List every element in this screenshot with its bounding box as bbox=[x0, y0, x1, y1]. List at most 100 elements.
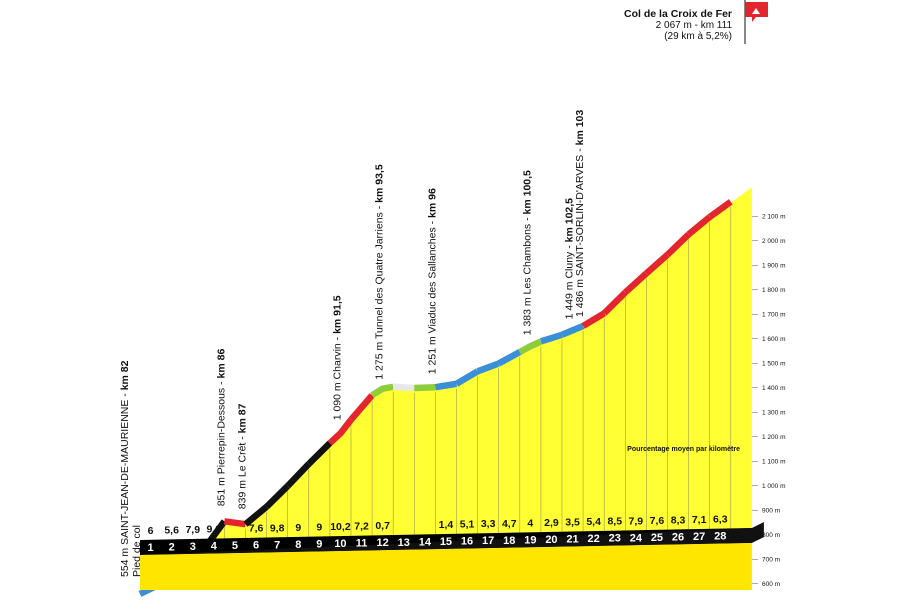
km-marker: 2 bbox=[169, 541, 175, 553]
location-km: km 87 bbox=[237, 403, 249, 433]
location-km: km 103 bbox=[574, 110, 586, 146]
km-marker: 5 bbox=[232, 540, 238, 552]
gradient-label: 2,9 bbox=[544, 517, 559, 529]
gradient-label: 9 bbox=[295, 522, 301, 534]
gradient-label: 9,8 bbox=[207, 524, 222, 536]
y-tick-label: 1 700 m bbox=[762, 311, 786, 318]
gradient-label: 3,3 bbox=[481, 518, 496, 530]
km-marker: 17 bbox=[482, 535, 494, 547]
location-label: 1 449 m Cluny - km 102,5 bbox=[564, 198, 576, 320]
gradient-segment bbox=[476, 360, 500, 375]
km-marker: 22 bbox=[588, 533, 600, 545]
km-marker: 10 bbox=[334, 538, 346, 550]
gradient-segment bbox=[243, 504, 269, 527]
location-altitude-name: 1 383 m Les Chambons - bbox=[521, 214, 533, 335]
km-marker: 13 bbox=[398, 537, 410, 549]
gradient-segment bbox=[686, 214, 712, 237]
gradient-segment bbox=[623, 270, 649, 295]
gradient-segment bbox=[434, 380, 458, 391]
location-altitude-name: 1 449 m Cluny - bbox=[564, 242, 576, 319]
gradient-label: 7,2 bbox=[354, 521, 369, 533]
location-km: km 91,5 bbox=[332, 295, 344, 334]
gradient-label: 8,5 bbox=[607, 516, 622, 528]
gradient-label: 0,7 bbox=[375, 520, 390, 532]
gradient-segment bbox=[560, 322, 585, 338]
mountain-icon bbox=[752, 8, 760, 14]
location-label: 1 486 m SAINT-SORLIN-D'ARVES - km 103 bbox=[574, 110, 586, 317]
y-tick-label: 1 200 m bbox=[762, 434, 786, 441]
location-altitude-name: 1 486 m SAINT-SORLIN-D'ARVES - bbox=[574, 145, 586, 317]
km-marker: 15 bbox=[440, 536, 452, 548]
location-altitude-name: 839 m Le Crêt - bbox=[237, 433, 249, 509]
profile-area bbox=[140, 187, 752, 596]
location-altitude-name: 1 090 m Charvin - bbox=[332, 334, 344, 420]
y-tick-label: 1 100 m bbox=[762, 458, 786, 465]
y-tick-label: 2 000 m bbox=[762, 238, 786, 245]
gradient-segment bbox=[665, 232, 691, 258]
gradient-label: 5,6 bbox=[164, 524, 179, 536]
gradient-label: 10,2 bbox=[330, 521, 351, 533]
gradient-segment bbox=[539, 331, 563, 345]
gradient-segment bbox=[414, 383, 436, 392]
km-marker: 9 bbox=[316, 538, 322, 550]
gradient-label: 9 bbox=[316, 521, 322, 533]
gradient-labels: 6 5,6 7,9 9,8 7,6 9,8 9 9 10,2 7,2 0,7 1,4 5,1 3,3 4,7… bbox=[148, 514, 728, 537]
km-marker: 7 bbox=[274, 539, 280, 551]
km-marker: 12 bbox=[377, 537, 389, 549]
location-altitude-name: 1 275 m Tunnel des Quatre Jarriens - bbox=[374, 203, 386, 380]
gradient-segment bbox=[370, 383, 394, 399]
km-marker: 23 bbox=[609, 533, 621, 545]
gradient-label: 5,1 bbox=[460, 519, 475, 531]
km-marker: 6 bbox=[253, 540, 259, 552]
location-label: 851 m Pierrepin-Dessous - km 86 bbox=[215, 349, 227, 507]
summit-name: Col de la Croix de Fer bbox=[624, 8, 732, 20]
location-altitude-name: 851 m Pierrepin-Dessous - bbox=[215, 378, 227, 506]
km-marker: 21 bbox=[566, 534, 578, 546]
y-tick-label: 1 000 m bbox=[762, 483, 786, 490]
average-note: Pourcentage moyen par kilomètre bbox=[627, 446, 740, 453]
gradient-segment bbox=[581, 310, 606, 329]
location-labels: 554 m SAINT-JEAN-DE-MAURIENNE - km 82Pie… bbox=[119, 110, 586, 577]
gradient-segment bbox=[497, 349, 522, 367]
location-sublabel: Pied de col bbox=[131, 525, 143, 577]
gradient-segment bbox=[306, 440, 333, 467]
location-km: km 102,5 bbox=[564, 198, 576, 243]
km-marker: 26 bbox=[672, 531, 684, 543]
km-marker: 19 bbox=[524, 534, 536, 546]
location-label: 1 090 m Charvin - km 91,5 bbox=[332, 295, 344, 420]
km-gridlines bbox=[160, 206, 732, 589]
gradient-label: 1,4 bbox=[439, 519, 454, 531]
km-marker: 14 bbox=[419, 536, 432, 548]
gradient-label: 4,7 bbox=[502, 518, 517, 530]
km-marker: 8 bbox=[295, 539, 301, 551]
km-marker: 16 bbox=[461, 536, 473, 548]
profile-fill bbox=[140, 187, 752, 596]
gradient-label: 6 bbox=[148, 525, 154, 537]
y-tick-label: 1 600 m bbox=[762, 336, 786, 343]
gradient-label: 8,3 bbox=[671, 514, 686, 526]
location-label: 839 m Le Crêt - km 87 bbox=[237, 403, 249, 509]
gradient-label: 6,3 bbox=[713, 514, 728, 526]
location-label: 1 251 m Viaduc des Sallanches - km 96 bbox=[426, 188, 438, 374]
gradient-label: 7,6 bbox=[249, 523, 264, 535]
gradient-segment bbox=[707, 199, 733, 220]
km-marker: 18 bbox=[503, 535, 515, 547]
location-km: km 86 bbox=[215, 349, 227, 379]
location-label: 1 275 m Tunnel des Quatre Jarriens - km … bbox=[374, 164, 386, 380]
gradient-segment bbox=[327, 417, 354, 446]
location-label: 1 383 m Les Chambons - km 100,5 bbox=[521, 170, 533, 335]
summit-detail: 2 067 m - km 111 bbox=[656, 20, 733, 31]
km-marker: 4 bbox=[211, 541, 218, 553]
y-tick-label: 900 m bbox=[762, 507, 780, 514]
location-km: km 93,5 bbox=[374, 164, 386, 203]
gradient-segment bbox=[223, 518, 246, 528]
gradient-label: 7,6 bbox=[650, 515, 665, 527]
gradient-segment bbox=[454, 368, 480, 387]
gradient-label: 3,5 bbox=[565, 517, 580, 529]
y-tick-label: 1 500 m bbox=[762, 360, 786, 367]
gradient-segment bbox=[601, 290, 628, 316]
gradient-segment bbox=[264, 483, 290, 510]
km-marker: 24 bbox=[630, 532, 643, 544]
